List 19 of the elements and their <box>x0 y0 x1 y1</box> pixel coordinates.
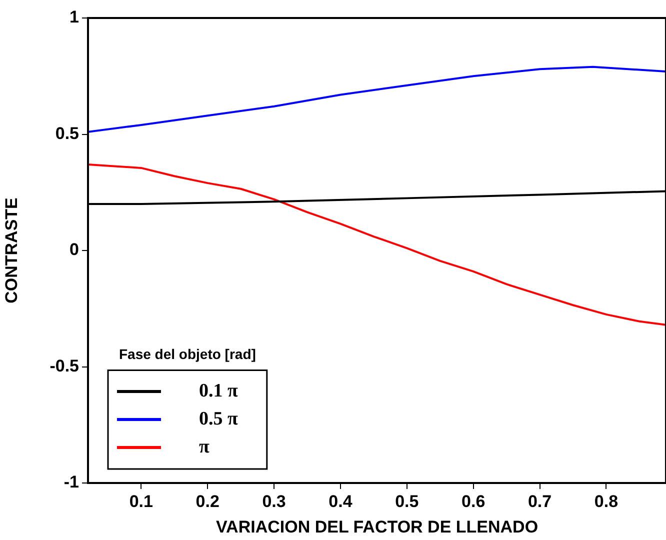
y-tick-label: -0.5 <box>50 356 79 376</box>
x-tick-label: 0.3 <box>262 492 286 511</box>
x-tick-label: 0.2 <box>196 492 220 511</box>
legend-label: π <box>170 436 228 458</box>
x-tick-label: 0.4 <box>328 492 353 511</box>
x-tick-label: 0.8 <box>594 492 618 511</box>
x-tick-label: 0.1 <box>129 492 153 511</box>
legend-label: 0.5 π <box>170 408 257 430</box>
y-tick-label: 0.5 <box>55 124 79 143</box>
x-tick-label: 0.6 <box>462 492 486 511</box>
y-axis-title: CONTRASTE <box>2 198 21 304</box>
y-tick-label: -1 <box>64 472 79 492</box>
x-tick-label: 0.5 <box>395 492 419 511</box>
y-tick-label: 0 <box>70 240 79 260</box>
y-tick-label: 1 <box>70 8 79 27</box>
x-axis-title: VARIACION DEL FACTOR DE LLENADO <box>216 517 538 536</box>
x-tick-label: 0.7 <box>528 492 552 511</box>
legend-label: 0.1 π <box>170 380 257 402</box>
legend-title: Fase del objeto [rad] <box>118 346 256 362</box>
